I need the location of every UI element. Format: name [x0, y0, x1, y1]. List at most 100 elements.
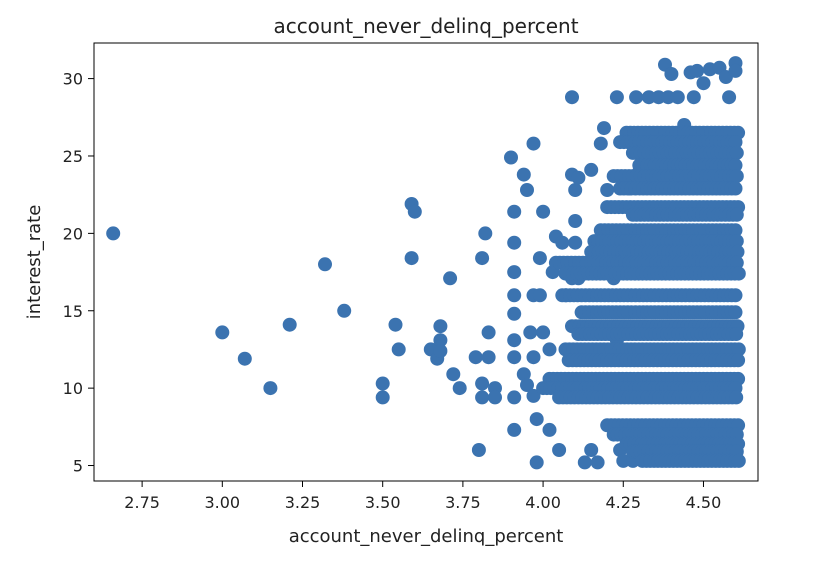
data-point [729, 169, 744, 184]
data-point [433, 319, 448, 334]
data-point [468, 350, 483, 365]
x-tick-label: 4.50 [686, 493, 722, 512]
x-tick-label: 3.00 [204, 493, 240, 512]
y-tick-label: 25 [63, 147, 83, 166]
data-point [661, 90, 676, 105]
data-point [568, 214, 583, 228]
data-point [729, 145, 744, 160]
data-point [507, 350, 522, 365]
data-point [670, 90, 685, 105]
data-point [507, 265, 522, 280]
y-tick-label: 15 [63, 302, 83, 321]
data-point [731, 353, 746, 368]
data-point [375, 376, 390, 391]
data-point [729, 207, 744, 222]
plot-frame [93, 42, 759, 482]
data-point [446, 367, 461, 382]
data-point [690, 63, 705, 78]
data-point [536, 204, 551, 219]
data-point [597, 121, 611, 136]
data-point [651, 90, 666, 105]
data-point [475, 390, 490, 405]
x-axis-label: account_never_delinq_percent [289, 526, 564, 547]
data-point [507, 235, 522, 250]
data-point [481, 350, 496, 365]
data-point [529, 412, 544, 427]
data-point [730, 244, 745, 259]
data-point [571, 170, 586, 185]
data-point [532, 288, 547, 303]
data-point [388, 317, 403, 332]
data-point [536, 325, 551, 340]
chart-title: account_never_delinq_percent [273, 14, 578, 38]
data-point [731, 453, 746, 468]
data-point [523, 325, 538, 340]
data-point [600, 183, 615, 197]
data-point [686, 90, 701, 105]
data-point [475, 251, 490, 266]
data-point [433, 333, 448, 348]
data-point [507, 288, 522, 303]
data-point [237, 351, 252, 366]
data-point [520, 183, 534, 197]
x-tick-label: 3.75 [445, 493, 481, 512]
data-point [520, 378, 534, 392]
x-axis: 2.75 3.00 3.25 3.50 3.75 4.00 4.25 4.50 [124, 481, 721, 512]
data-point [516, 367, 531, 382]
data-point [529, 455, 544, 470]
x-tick-label: 3.50 [365, 493, 401, 512]
x-tick-label: 2.75 [124, 493, 160, 512]
data-point [552, 443, 567, 457]
data-point [526, 350, 541, 365]
data-point [318, 257, 332, 272]
data-point [507, 204, 522, 219]
data-point [722, 90, 737, 105]
data-point [443, 271, 458, 286]
data-point [488, 390, 502, 405]
data-point [526, 136, 541, 151]
data-point [568, 235, 583, 250]
x-tick-label: 3.25 [285, 493, 321, 512]
data-point [565, 90, 579, 105]
data-point [584, 443, 599, 457]
data-point [590, 455, 605, 470]
y-tick-label: 20 [63, 224, 83, 243]
data-point [433, 344, 448, 358]
data-point [375, 390, 390, 405]
data-point [609, 90, 624, 105]
y-tick-label: 10 [63, 379, 83, 398]
data-point [568, 183, 583, 197]
x-tick-label: 4.00 [525, 493, 561, 512]
data-point [728, 305, 743, 320]
data-point [407, 204, 422, 219]
data-point [478, 226, 493, 241]
points-layer [106, 56, 746, 470]
data-point [728, 135, 743, 150]
data-point [728, 158, 743, 173]
data-point [337, 303, 352, 318]
data-point [475, 376, 490, 391]
data-point [728, 288, 743, 303]
data-point [532, 251, 547, 266]
data-point [516, 167, 531, 182]
data-point [577, 455, 592, 470]
data-point [728, 63, 743, 78]
data-point [263, 381, 278, 396]
y-tick-label: 30 [63, 70, 83, 89]
data-point [391, 342, 406, 357]
data-point [526, 388, 541, 403]
data-point [616, 453, 631, 468]
data-point [641, 90, 656, 105]
data-point [507, 390, 522, 405]
data-point [215, 325, 230, 340]
data-point [471, 443, 486, 457]
data-point [507, 306, 522, 321]
y-axis-label: interest_rate [24, 205, 45, 320]
data-point [542, 342, 557, 357]
data-point [584, 162, 599, 177]
data-point [481, 325, 496, 340]
y-axis: 5 10 15 20 25 30 [63, 70, 94, 476]
data-point [452, 381, 467, 396]
